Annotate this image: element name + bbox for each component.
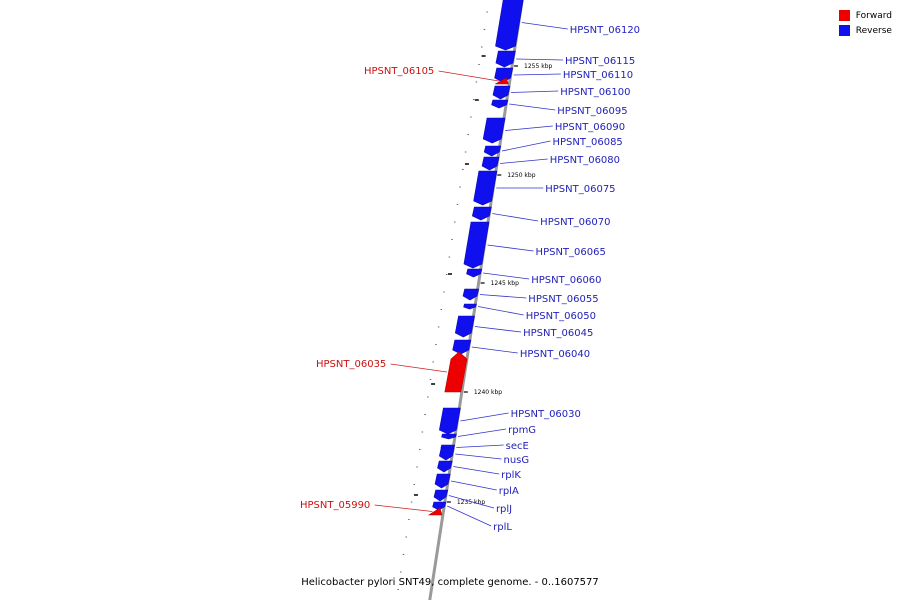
gene-block-hpsnt-06105[interactable] — [495, 77, 509, 85]
gene-label-hpsnt-06080[interactable]: HPSNT_06080 — [550, 155, 620, 166]
gene-block-hpsnt-06040[interactable] — [452, 339, 472, 355]
leader-line-hpsnt-06115 — [516, 58, 563, 61]
legend-item-forward: Forward — [838, 8, 892, 23]
leader-line-rpmg — [457, 428, 507, 437]
gene-label-rpll[interactable]: rplL — [493, 522, 512, 533]
legend-reverse-label: Reverse — [855, 25, 892, 36]
gene-block-hpsnt-06030[interactable] — [439, 407, 461, 435]
gene-label-rpmg[interactable]: rpmG — [508, 425, 536, 436]
gene-block-hpsnt-06120[interactable] — [495, 0, 524, 51]
leader-line-hpsnt-06065 — [487, 244, 534, 252]
gene-label-hpsnt-06120[interactable]: HPSNT_06120 — [570, 25, 640, 36]
gene-block-hpsnt-05990[interactable] — [427, 507, 443, 516]
leader-line-hpsnt-06040 — [471, 346, 518, 354]
gene-block-rpmg[interactable] — [441, 433, 457, 440]
gene-label-rpla[interactable]: rplA — [499, 486, 519, 497]
kbp-label: 1245 kbp — [491, 280, 519, 287]
gene-block-hpsnt-06090[interactable] — [482, 117, 506, 144]
gene-block-hpsnt-06050[interactable] — [463, 303, 477, 310]
gene-label-hpsnt-06060[interactable]: HPSNT_06060 — [531, 275, 601, 286]
gene-label-hpsnt-05990[interactable]: HPSNT_05990 — [300, 500, 370, 511]
leader-line-hpsnt-06090 — [505, 125, 553, 131]
leader-line-hpsnt-06085 — [501, 140, 551, 152]
gene-block-hpsnt-06100[interactable] — [492, 85, 511, 100]
leader-line-hpsnt-06100 — [510, 90, 559, 93]
leader-line-hpsnt-06070 — [492, 213, 539, 222]
leader-line-sece — [456, 444, 504, 448]
legend-forward-label: Forward — [855, 10, 892, 21]
leader-line-hpsnt-06045 — [474, 326, 522, 333]
kbp-label: 1255 kbp — [524, 63, 552, 70]
gene-labels: HPSNT_06120 HPSNT_06115 HPSNT_06110 HPSNT_0… — [300, 25, 640, 533]
leader-line-hpsnt-06120 — [521, 22, 568, 30]
gene-label-hpsnt-06090[interactable]: HPSNT_06090 — [555, 122, 625, 133]
leader-line-rpll — [447, 505, 492, 527]
leader-line-nusg — [455, 453, 502, 460]
legend-item-reverse: Reverse — [838, 23, 892, 38]
gene-block-rpll[interactable] — [432, 501, 447, 511]
gene-block-hpsnt-06035[interactable] — [444, 351, 468, 393]
leader-line-hpsnt-06095 — [509, 103, 556, 111]
gene-label-hpsnt-06085[interactable]: HPSNT_06085 — [553, 137, 623, 148]
gene-label-hpsnt-06050[interactable]: HPSNT_06050 — [526, 311, 596, 322]
kbp-label: 1250 kbp — [507, 172, 535, 179]
leader-line-rpla — [451, 480, 497, 491]
gene-block-hpsnt-06055[interactable] — [462, 288, 480, 301]
leader-line-rplj — [448, 495, 495, 509]
gene-label-hpsnt-06110[interactable]: HPSNT_06110 — [563, 70, 633, 81]
leader-line-hpsnt-06105 — [438, 70, 499, 82]
gene-block-rpla[interactable] — [434, 473, 451, 489]
leader-line-hpsnt-06050 — [477, 306, 524, 316]
leader-line-hpsnt-05990 — [374, 504, 433, 512]
gene-label-hpsnt-06055[interactable]: HPSNT_06055 — [528, 294, 598, 305]
leader-line-hpsnt-06080 — [499, 158, 548, 164]
gene-label-hpsnt-06095[interactable]: HPSNT_06095 — [557, 106, 627, 117]
leader-line-hpsnt-06035 — [390, 363, 447, 373]
kbp-label: 1235 kbp — [457, 499, 485, 506]
gene-label-hpsnt-06035[interactable]: HPSNT_06035 — [316, 359, 386, 370]
leader-line-hpsnt-06055 — [479, 294, 527, 299]
gene-label-sece[interactable]: secE — [506, 441, 529, 452]
gene-block-rplj[interactable] — [433, 489, 449, 502]
gene-label-hpsnt-06115[interactable]: HPSNT_06115 — [565, 56, 635, 67]
gene-label-rplk[interactable]: rplK — [501, 470, 521, 481]
gene-block-hpsnt-06110[interactable] — [494, 67, 514, 83]
kbp-label: 1240 kbp — [474, 389, 502, 396]
leader-line-rplk — [453, 466, 500, 475]
leader-line-hpsnt-06060 — [483, 272, 530, 280]
gene-block-nusg[interactable] — [439, 447, 455, 461]
label-leaders — [374, 22, 568, 527]
gene-label-hpsnt-06075[interactable]: HPSNT_06075 — [545, 184, 615, 195]
gene-block-hpsnt-06115[interactable] — [495, 50, 516, 68]
gene-block-hpsnt-06080[interactable] — [481, 156, 500, 171]
gene-block-hpsnt-06060[interactable] — [466, 268, 483, 278]
gene-block-hpsnt-06075[interactable] — [473, 170, 498, 206]
gene-label-hpsnt-06100[interactable]: HPSNT_06100 — [560, 87, 630, 98]
gene-block-hpsnt-06085[interactable] — [483, 145, 502, 157]
gene-label-nusg[interactable]: nusG — [503, 455, 529, 466]
gene-block-hpsnt-06065[interactable] — [463, 221, 490, 269]
legend: Forward Reverse — [838, 8, 892, 38]
gene-label-hpsnt-06065[interactable]: HPSNT_06065 — [536, 247, 606, 258]
reverse-swatch — [838, 25, 850, 36]
gene-block-rplk[interactable] — [437, 460, 453, 473]
gene-label-hpsnt-06040[interactable]: HPSNT_06040 — [520, 349, 590, 360]
gene-block-hpsnt-06070[interactable] — [471, 206, 492, 221]
gene-block-hpsnt-06045[interactable] — [454, 315, 475, 338]
gene-label-hpsnt-06105[interactable]: HPSNT_06105 — [364, 66, 434, 77]
gene-features — [427, 0, 524, 516]
forward-swatch — [838, 10, 850, 21]
tick-marks: 1255 kbp 1250 kbp 1245 kbp 1240 kbp 1235 kbp — [397, 11, 553, 590]
map-caption: Helicobacter pylori SNT49, complete geno… — [301, 577, 599, 588]
gene-label-rplj[interactable]: rplJ — [496, 504, 512, 515]
gene-label-hpsnt-06030[interactable]: HPSNT_06030 — [511, 409, 581, 420]
leader-line-hpsnt-06110 — [513, 73, 561, 76]
gene-label-hpsnt-06045[interactable]: HPSNT_06045 — [523, 328, 593, 339]
leader-line-hpsnt-06030 — [460, 412, 509, 422]
gene-label-hpsnt-06070[interactable]: HPSNT_06070 — [540, 217, 610, 228]
gene-block-hpsnt-06095[interactable] — [491, 99, 509, 109]
